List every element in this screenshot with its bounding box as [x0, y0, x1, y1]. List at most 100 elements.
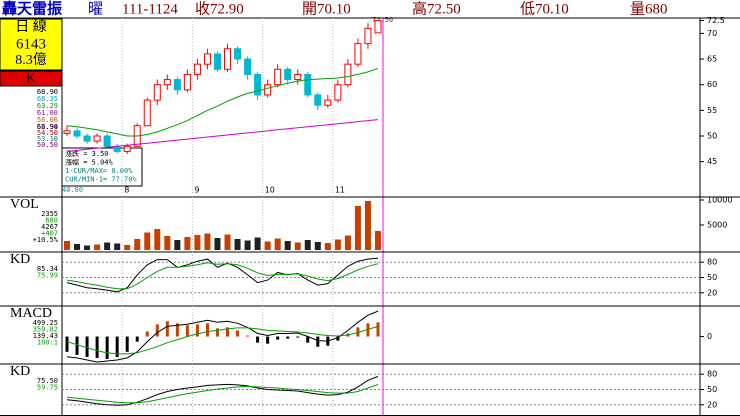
- osc-bar: [65, 336, 69, 352]
- price-label: 68.35: [37, 95, 58, 103]
- indicator-line: [66, 119, 379, 152]
- volume-bar: [214, 238, 221, 250]
- indicator-line: [66, 384, 379, 404]
- volume-bar: [224, 234, 231, 250]
- candle-body: [193, 63, 201, 75]
- x-tick-label: 10: [265, 186, 275, 195]
- candle-body: [73, 130, 81, 137]
- osc-bar: [236, 330, 240, 337]
- volume-bar: [174, 240, 181, 250]
- close: 收72.90: [195, 0, 244, 17]
- volume-bar: [84, 245, 91, 250]
- y-tick-label: 20: [707, 400, 717, 409]
- volume-bar: [104, 242, 111, 250]
- volume-bar: [194, 235, 201, 250]
- panel-title: VOL: [10, 197, 39, 212]
- y-tick-label: 45: [707, 157, 717, 166]
- osc-bar: [175, 323, 179, 337]
- candle-body: [294, 73, 302, 81]
- volume-bar: [154, 229, 161, 250]
- date: 111-1124: [122, 1, 178, 17]
- side-label: 139.43: [33, 332, 58, 340]
- candle-body: [354, 43, 362, 65]
- osc-bar: [356, 327, 360, 337]
- y-tick-label: 80: [707, 258, 717, 267]
- candle-body: [163, 79, 171, 86]
- osc-bar: [306, 336, 310, 343]
- osc-bar: [276, 336, 280, 340]
- candle-body: [274, 68, 282, 86]
- osc-bar: [336, 336, 340, 341]
- y-tick-label: 80: [707, 370, 717, 379]
- x-tick-label: 8: [124, 186, 129, 195]
- y-tick-label: 70: [707, 29, 717, 38]
- price-label: 61.00: [37, 109, 58, 117]
- indicator-line: [66, 310, 379, 363]
- candle-body: [334, 84, 342, 101]
- osc-bar: [205, 323, 209, 337]
- osc-bar: [195, 324, 199, 337]
- volume-bar: [354, 206, 361, 250]
- osc-bar: [266, 336, 270, 344]
- osc-bar: [185, 325, 189, 337]
- volume-bar: [314, 242, 321, 250]
- candle-body: [284, 68, 292, 81]
- indicator-line: [66, 257, 379, 293]
- y-tick-label: 50: [707, 132, 717, 141]
- candle-body: [93, 135, 101, 142]
- y-tick-label: 72.5: [707, 16, 725, 25]
- side-label: 59.75: [37, 384, 58, 392]
- osc-bar: [95, 336, 99, 358]
- candle-body: [173, 79, 181, 91]
- osc-bar: [246, 335, 250, 337]
- candle-body: [374, 20, 382, 34]
- price-label: 53.10: [37, 135, 58, 143]
- volume-bar: [364, 201, 371, 250]
- volume-bar: [134, 239, 141, 250]
- side-label: 680: [45, 217, 58, 225]
- candle-body: [113, 145, 121, 152]
- candle-body: [213, 53, 221, 70]
- indicator-line: [66, 262, 379, 290]
- side-label: 85.34: [37, 265, 58, 273]
- amount: 8.3億: [15, 52, 47, 68]
- stats-line: CUR/MIN-1= 77.70%: [65, 176, 137, 184]
- osc-bar: [296, 336, 300, 338]
- volume-bar: [204, 233, 211, 250]
- osc-bar: [105, 336, 109, 359]
- side-label: 2355: [41, 210, 58, 218]
- y-tick-label: 0: [707, 332, 712, 341]
- candle-body: [324, 99, 332, 106]
- y-tick-label: 65: [707, 55, 717, 64]
- price-label: 68.90: [37, 88, 58, 96]
- candle-body: [244, 58, 252, 75]
- candle-body: [234, 48, 242, 60]
- osc-bar: [215, 328, 219, 337]
- y-tick-label: 50: [707, 273, 717, 282]
- y-tick-label: 10000: [707, 196, 732, 205]
- side-label: +407: [41, 230, 58, 238]
- volume-bar: [304, 240, 311, 250]
- volume: 量680: [630, 1, 668, 17]
- volume-bar: [244, 240, 251, 250]
- volume-bar: [284, 241, 291, 250]
- open: 開70.10: [302, 1, 351, 17]
- period: 日 線: [15, 19, 47, 35]
- stock-name: 轟天雷振: [2, 0, 62, 17]
- price-label: 56.06: [37, 116, 58, 124]
- high: 高72.50: [412, 0, 461, 17]
- indicator-line: [66, 325, 379, 355]
- candle-body: [203, 53, 211, 65]
- volume-bar: [334, 239, 341, 250]
- y-tick-label: 20: [707, 288, 717, 297]
- low-mark: 40.80: [62, 186, 83, 194]
- indicator-line: [66, 376, 379, 406]
- x-tick-label: 9: [194, 186, 199, 195]
- volume-bar: [94, 244, 101, 250]
- osc-bar: [155, 324, 159, 337]
- stats-line: 1-CUR/MAX= 0.00%: [65, 167, 133, 175]
- candle-body: [264, 84, 272, 96]
- candle-body: [183, 73, 191, 91]
- candle-body: [304, 73, 312, 96]
